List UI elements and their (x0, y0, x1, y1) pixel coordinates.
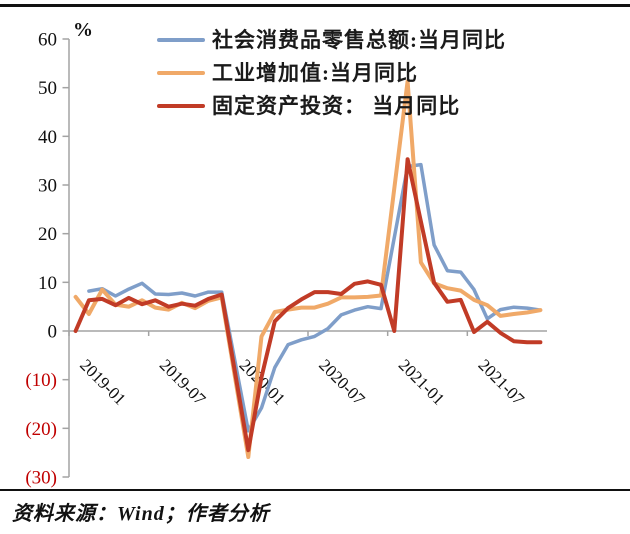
legend-item-retail-sales: 社会消费品零售总额:当月同比 (157, 27, 577, 60)
legend-label: 社会消费品零售总额:当月同比 (212, 28, 506, 52)
legend-label: 固定资产投资： 当月同比 (212, 94, 461, 118)
x-tick-label: 2021-07 (475, 355, 529, 409)
y-tick-label: 20 (38, 224, 57, 245)
x-tick-label: 2020-07 (315, 355, 369, 409)
industrial-output-line (73, 79, 543, 459)
y-tick-label: (20) (25, 419, 57, 440)
legend-item-industrial-output: 工业增加值:当月同比 (157, 60, 577, 93)
x-tick-label: 2021-01 (395, 355, 449, 409)
y-tick-label: 60 (38, 30, 57, 51)
legend-label: 工业增加值:当月同比 (212, 61, 418, 85)
legend-item-fixed-asset-investment: 固定资产投资： 当月同比 (157, 93, 577, 126)
bottom-border-rule (0, 489, 630, 491)
y-tick-label: (30) (25, 468, 57, 489)
source-note: 资料来源：Wind；作者分析 (12, 503, 270, 525)
top-border-rule (0, 4, 630, 7)
x-tick-label: 2019-07 (156, 355, 210, 409)
y-axis-unit-label: % (73, 19, 93, 41)
y-tick-label: 0 (48, 322, 58, 343)
industrial-output-line-swatch (157, 71, 205, 75)
fixed-asset-investment-line (73, 157, 543, 453)
retail-sales-line-swatch (157, 38, 205, 42)
y-tick-label: 50 (38, 78, 57, 99)
y-tick-label: (10) (25, 370, 57, 391)
chart-legend: 社会消费品零售总额:当月同比 工业增加值:当月同比 固定资产投资： 当月同比 (157, 27, 577, 126)
y-tick-label: 30 (38, 176, 57, 197)
x-tick-label: 2019-01 (76, 355, 130, 409)
y-tick-label: 40 (38, 127, 57, 148)
y-tick-label: 10 (38, 273, 57, 294)
fixed-asset-investment-line-swatch (157, 104, 205, 108)
retail-sales-line (87, 162, 543, 433)
